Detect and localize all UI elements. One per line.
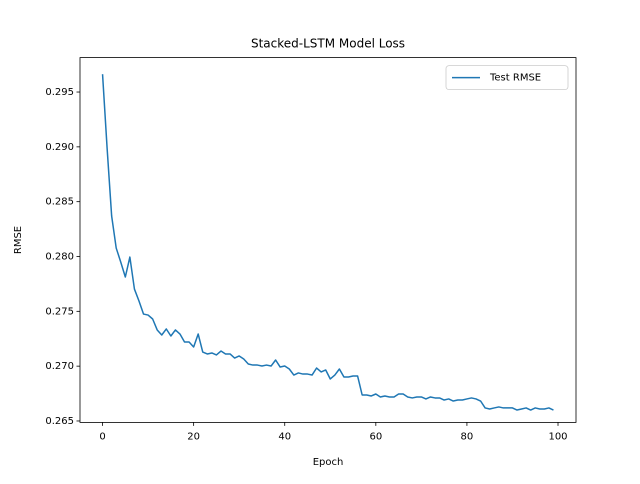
x-axis-label: Epoch: [313, 457, 344, 468]
y-tick-label: 0.265: [45, 416, 74, 427]
chart-title: Stacked-LSTM Model Loss: [251, 37, 405, 51]
x-tick-label: 40: [278, 431, 291, 442]
x-tick-label: 60: [369, 431, 382, 442]
y-tick-label: 0.270: [45, 361, 74, 372]
x-tick-label: 0: [99, 431, 105, 442]
y-tick-label: 0.285: [45, 197, 74, 208]
line: [101, 74, 554, 411]
y-tick-label: 0.290: [45, 142, 74, 153]
x-tick-label: 80: [461, 431, 474, 442]
x-tick-label: 20: [187, 431, 200, 442]
legend-box: [445, 65, 569, 90]
x-tick-label: 100: [548, 431, 567, 442]
y-axis-label: RMSE: [13, 226, 24, 254]
y-tick-label: 0.275: [45, 306, 74, 317]
y-tick-label: 0.295: [45, 87, 74, 98]
axes-frame: [79, 57, 577, 423]
legend-label: Test RMSE: [489, 73, 541, 84]
y-tick-label: 0.280: [45, 252, 74, 263]
